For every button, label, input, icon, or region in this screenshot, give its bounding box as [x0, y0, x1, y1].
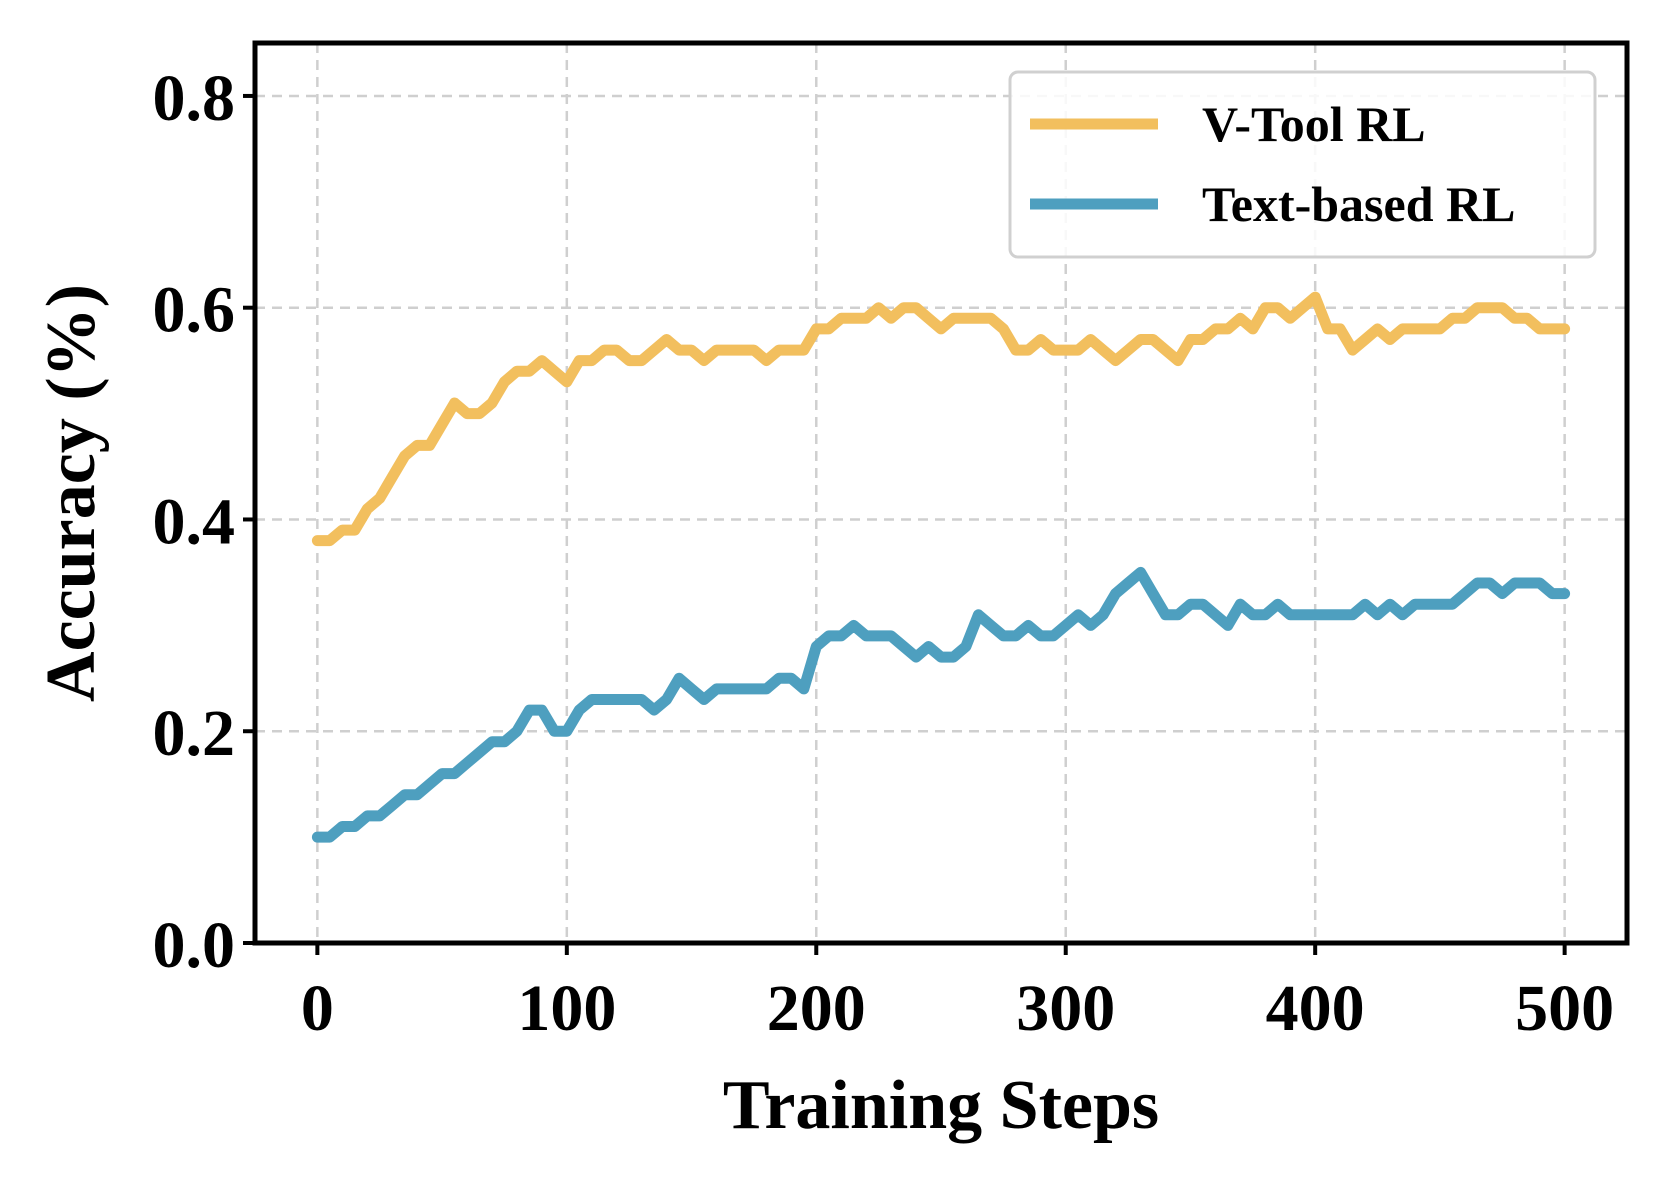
y-tick-label: 0.6 [153, 274, 236, 347]
y-tick-label: 0.2 [153, 697, 236, 770]
x-tick-label: 300 [1016, 972, 1115, 1045]
y-axis-label: Accuracy (%) [33, 284, 110, 702]
y-tick-label: 0.0 [153, 909, 236, 982]
series-line-1 [311, 566, 1571, 843]
ticks: 0 100 200 300 400 500 0.0 0.2 0.4 0.6 0.8 [153, 62, 1615, 1045]
grid [255, 43, 1627, 945]
legend-box [1008, 70, 1597, 259]
x-axis-label: Training Steps [723, 1067, 1159, 1144]
x-tick-label: 0 [301, 972, 334, 1045]
x-tick-label: 500 [1515, 972, 1614, 1045]
legend-label: Text-based RL [1202, 176, 1515, 232]
y-tick-label: 0.4 [153, 485, 236, 558]
x-tick-label: 200 [767, 972, 866, 1045]
x-tick-label: 400 [1266, 972, 1365, 1045]
series-layer [311, 291, 1571, 843]
x-tick-label: 100 [517, 972, 616, 1045]
series-line-0 [311, 291, 1571, 547]
plot-frame [252, 40, 1630, 946]
y-tick-label: 0.8 [153, 62, 236, 135]
legend-label: V-Tool RL [1202, 96, 1426, 152]
legend: V-Tool RL Text-based RL [1008, 70, 1597, 259]
